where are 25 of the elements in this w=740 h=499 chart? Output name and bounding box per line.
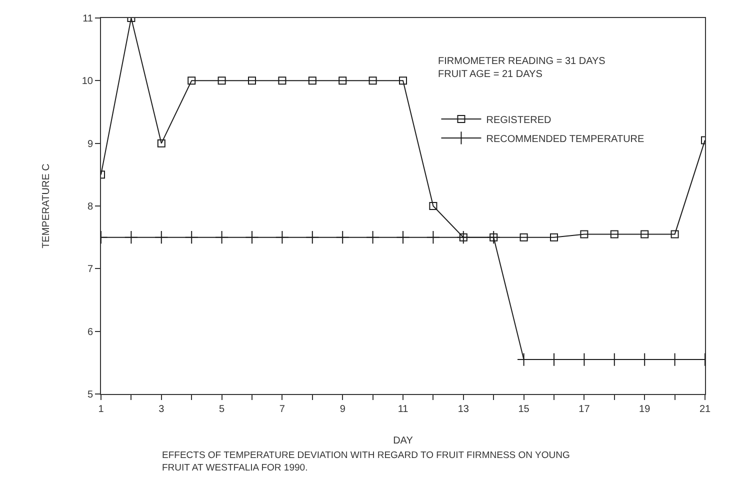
x-tick-label: 21 <box>699 404 711 415</box>
x-tick-label: 1 <box>98 404 104 415</box>
y-tick-label: 11 <box>82 14 94 24</box>
y-axis-title: TEMPERATURE C <box>40 164 52 248</box>
y-tick-label: 6 <box>87 326 94 338</box>
x-tick-label: 19 <box>639 404 651 415</box>
x-tick-label: 7 <box>279 404 286 415</box>
x-tick-label: 15 <box>518 404 530 415</box>
x-axis-title: DAY <box>393 436 414 446</box>
x-tick-label: 5 <box>219 404 226 415</box>
x-tick-label: 9 <box>340 404 346 415</box>
x-tick-label: 3 <box>158 404 165 415</box>
y-tick-label: 7 <box>87 264 94 276</box>
annotation: FRUIT AGE = 21 DAYS <box>438 69 543 80</box>
x-tick-label: 11 <box>398 404 409 415</box>
x-tick-label: 17 <box>578 404 590 415</box>
y-tick-label: 10 <box>82 76 94 88</box>
annotation: FIRMOMETER READING = 31 DAYS <box>438 56 606 67</box>
text: EFFECTS OF TEMPERATURE DEVIATION WITH REGARD TO FRUIT FIRMNESS ON YOUNG FRUIT AT WESTFALIA FOR 1990. <box>162 450 570 474</box>
legend-label: REGISTERED <box>486 114 552 126</box>
y-tick-label: 9 <box>87 138 94 150</box>
y-tick-label: 5 <box>87 390 94 400</box>
y-tick-label: 8 <box>87 202 94 212</box>
x-tick-label: 13 <box>458 404 470 415</box>
legend-label: RECOMMENDED TEMPERATURE <box>486 134 645 145</box>
